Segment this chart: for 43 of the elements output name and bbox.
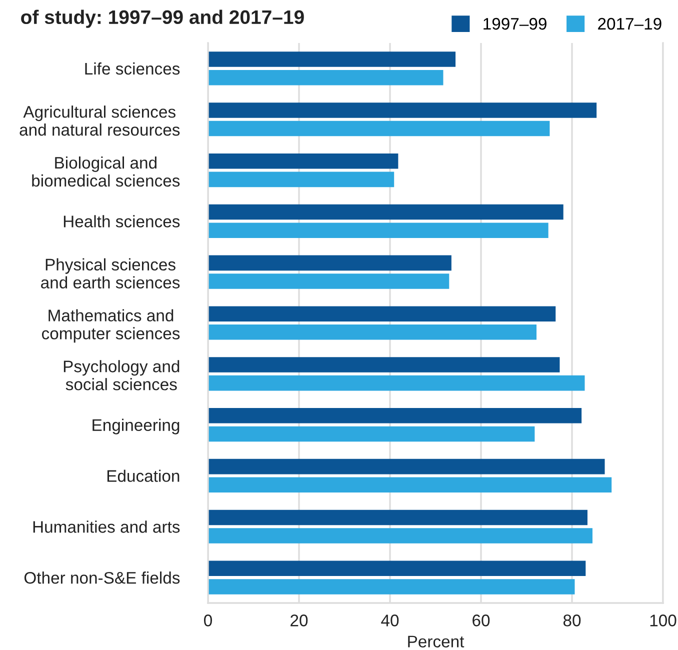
legend-label: 1997–99 [484, 18, 546, 30]
y-tick-label: Engineering [92, 418, 180, 434]
x-tick-label: 0 [204, 614, 212, 626]
bar [208, 324, 537, 340]
bar [208, 153, 398, 169]
bar [208, 357, 560, 372]
y-tick-label: Physical sciences and earth sciences [41, 258, 180, 288]
bar [208, 458, 605, 474]
x-tick-label: 40 [381, 614, 399, 626]
bar [208, 375, 585, 391]
bar [208, 204, 564, 220]
bar [208, 222, 548, 238]
bar [208, 70, 444, 86]
y-tick-label: Mathematics and computer sciences [42, 309, 180, 343]
x-tick-label: 60 [472, 614, 490, 626]
y-tick-label: Agricultural sciences and natural resources [20, 106, 180, 136]
y-tick-label: Other non-S&E fields [24, 572, 180, 584]
bar [208, 102, 597, 118]
bar [208, 120, 550, 136]
chart-title: of study: 1997–99 and 2017–19 [21, 10, 304, 28]
bar [208, 426, 535, 442]
bar [208, 306, 556, 322]
y-tick-label: Biological and biomedical sciences [32, 156, 180, 187]
x-axis-title: Percent [408, 636, 464, 648]
bar [208, 528, 592, 544]
y-tick-label: Humanities and arts [33, 520, 180, 533]
bar [208, 579, 575, 594]
x-tick-label: 80 [563, 614, 581, 626]
bar [208, 510, 588, 526]
bar [208, 477, 612, 493]
bar [208, 52, 456, 67]
x-tick-label: 100 [650, 614, 676, 626]
x-tick-label: 20 [290, 614, 308, 626]
bar [208, 274, 450, 289]
y-tick-label: Education [107, 470, 180, 482]
y-tick-label: Health sciences [64, 215, 180, 228]
bar [208, 172, 394, 188]
legend-label: 2017–19 [598, 18, 662, 30]
y-tick-label: Psychology and social sciences [64, 360, 180, 390]
bar [208, 408, 582, 424]
bar [208, 560, 586, 576]
bar [208, 255, 452, 271]
y-tick-label: Life sciences [85, 62, 180, 75]
